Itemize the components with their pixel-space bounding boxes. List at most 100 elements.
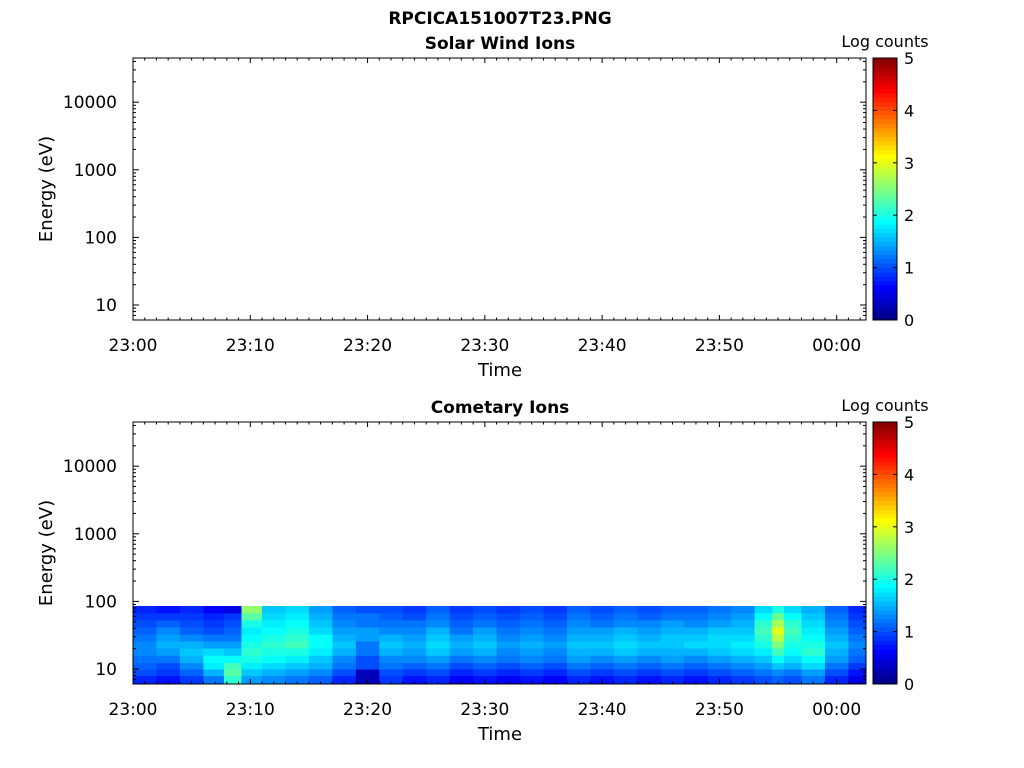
colorbar-segment <box>873 119 897 124</box>
heatmap-cell <box>543 612 568 621</box>
heatmap-cell <box>241 627 263 635</box>
heatmap-cell <box>241 619 263 628</box>
colorbar-segment <box>873 123 897 129</box>
heatmap-cell <box>772 619 785 628</box>
heatmap-cell <box>684 605 709 614</box>
heatmap-cell <box>473 612 497 621</box>
heatmap-cell <box>801 634 826 642</box>
panel-title: Solar Wind Ions <box>425 34 576 54</box>
heatmap-cell <box>179 612 204 621</box>
heatmap-cell <box>637 634 662 642</box>
heatmap-cell <box>133 655 157 664</box>
colorbar-segment <box>873 58 897 63</box>
heatmap-cell <box>473 634 497 642</box>
heatmap-cell <box>731 619 755 628</box>
colorbar-segment <box>873 184 897 190</box>
colorbar-segment <box>873 635 897 641</box>
colorbar-segment <box>873 566 897 571</box>
colorbar-segment <box>873 670 897 676</box>
heatmap-cell <box>402 675 427 685</box>
heatmap-cell <box>156 662 181 670</box>
heatmap-cell <box>731 662 755 670</box>
axes-frame <box>132 57 867 321</box>
colorbar-segment <box>873 557 897 563</box>
heatmap-cell <box>223 619 242 628</box>
heatmap-cell <box>801 669 826 677</box>
heatmap-cell <box>262 662 286 670</box>
heatmap-cell <box>660 675 685 685</box>
heatmap-cell <box>731 634 755 642</box>
heatmap-cell <box>355 669 380 677</box>
heatmap-cell <box>285 612 310 621</box>
heatmap-cell <box>731 675 755 685</box>
heatmap-cell <box>203 655 225 664</box>
heatmap-cell <box>156 612 181 621</box>
heatmap-cell <box>285 655 310 664</box>
heatmap-cell <box>473 641 497 649</box>
heatmap-cell <box>590 605 615 614</box>
heatmap-cell <box>355 605 380 614</box>
colorbar-segment <box>873 657 897 663</box>
x-tick-label: 23:00 <box>109 700 158 720</box>
figure-title: RPCICA151007T23.PNG <box>388 9 611 29</box>
heatmap-cell <box>566 605 591 614</box>
heatmap-cell <box>223 662 242 670</box>
heatmap-cell <box>223 612 242 621</box>
colorbar-segment <box>873 75 897 81</box>
heatmap-cell <box>203 662 225 670</box>
axes-frame <box>132 421 867 685</box>
heatmap-cell <box>285 669 310 677</box>
heatmap-cell <box>156 619 181 628</box>
colorbar-segment <box>873 614 897 619</box>
heatmap-cell <box>520 655 544 664</box>
colorbar-segment <box>873 644 897 650</box>
x-tick-label: 23:30 <box>460 336 509 356</box>
heatmap-cell <box>241 641 263 649</box>
colorbar-segment <box>873 132 897 138</box>
heatmap-cell <box>496 634 521 642</box>
heatmap-cell <box>473 669 497 677</box>
heatmap-cell <box>203 675 225 685</box>
colorbar-segment <box>873 219 897 225</box>
heatmap-cell <box>426 605 451 614</box>
heatmap-cell <box>262 627 286 635</box>
heatmap-cell <box>203 619 225 628</box>
heatmap-cell <box>308 669 333 677</box>
heatmap-cell <box>637 627 662 635</box>
axes: 23:00 23:10 23:20 23:30 23:40 23:50 00:00 10 100… <box>63 57 867 356</box>
x-tick-label: 23:40 <box>578 700 627 720</box>
colorbar-label: Log counts <box>841 396 928 415</box>
colorbar-segment <box>873 92 897 98</box>
colorbar-segment <box>873 596 897 602</box>
heatmap-cell <box>637 675 662 685</box>
colorbar-segment <box>873 570 897 576</box>
colorbar-segment <box>873 518 897 523</box>
heatmap-cell <box>754 675 773 685</box>
solar-wind-panel: Solar Wind Ions 23:00 23:10 23:20 23:30 23:4… <box>36 32 929 381</box>
heatmap-cell <box>223 605 242 614</box>
x-axis-label: Time <box>477 360 522 381</box>
heatmap-cell <box>402 612 427 621</box>
heatmap-cell <box>754 641 773 649</box>
x-tick-label: 23:30 <box>460 700 509 720</box>
heatmap-cell <box>684 612 709 621</box>
heatmap-cell <box>772 655 785 664</box>
heatmap-cell <box>426 634 451 642</box>
heatmap-cell <box>262 648 286 656</box>
heatmap-cell <box>707 662 732 670</box>
heatmap-cell <box>848 627 867 635</box>
colorbar-segment <box>873 456 897 462</box>
heatmap-cell <box>473 619 497 628</box>
heatmap-cell <box>285 648 310 656</box>
heatmap-cell <box>241 662 263 670</box>
heatmap-cell <box>285 619 310 628</box>
colorbar: 0 1 2 3 4 5 <box>872 413 914 694</box>
heatmap-cell <box>543 669 568 677</box>
heatmap-cell <box>133 669 157 677</box>
heatmap-cell <box>449 627 474 635</box>
heatmap-cell <box>379 662 404 670</box>
colorbar-segment <box>873 474 897 480</box>
colorbar-segment <box>873 84 897 90</box>
heatmap-cell <box>637 619 662 628</box>
colorbar-segment <box>873 430 897 436</box>
